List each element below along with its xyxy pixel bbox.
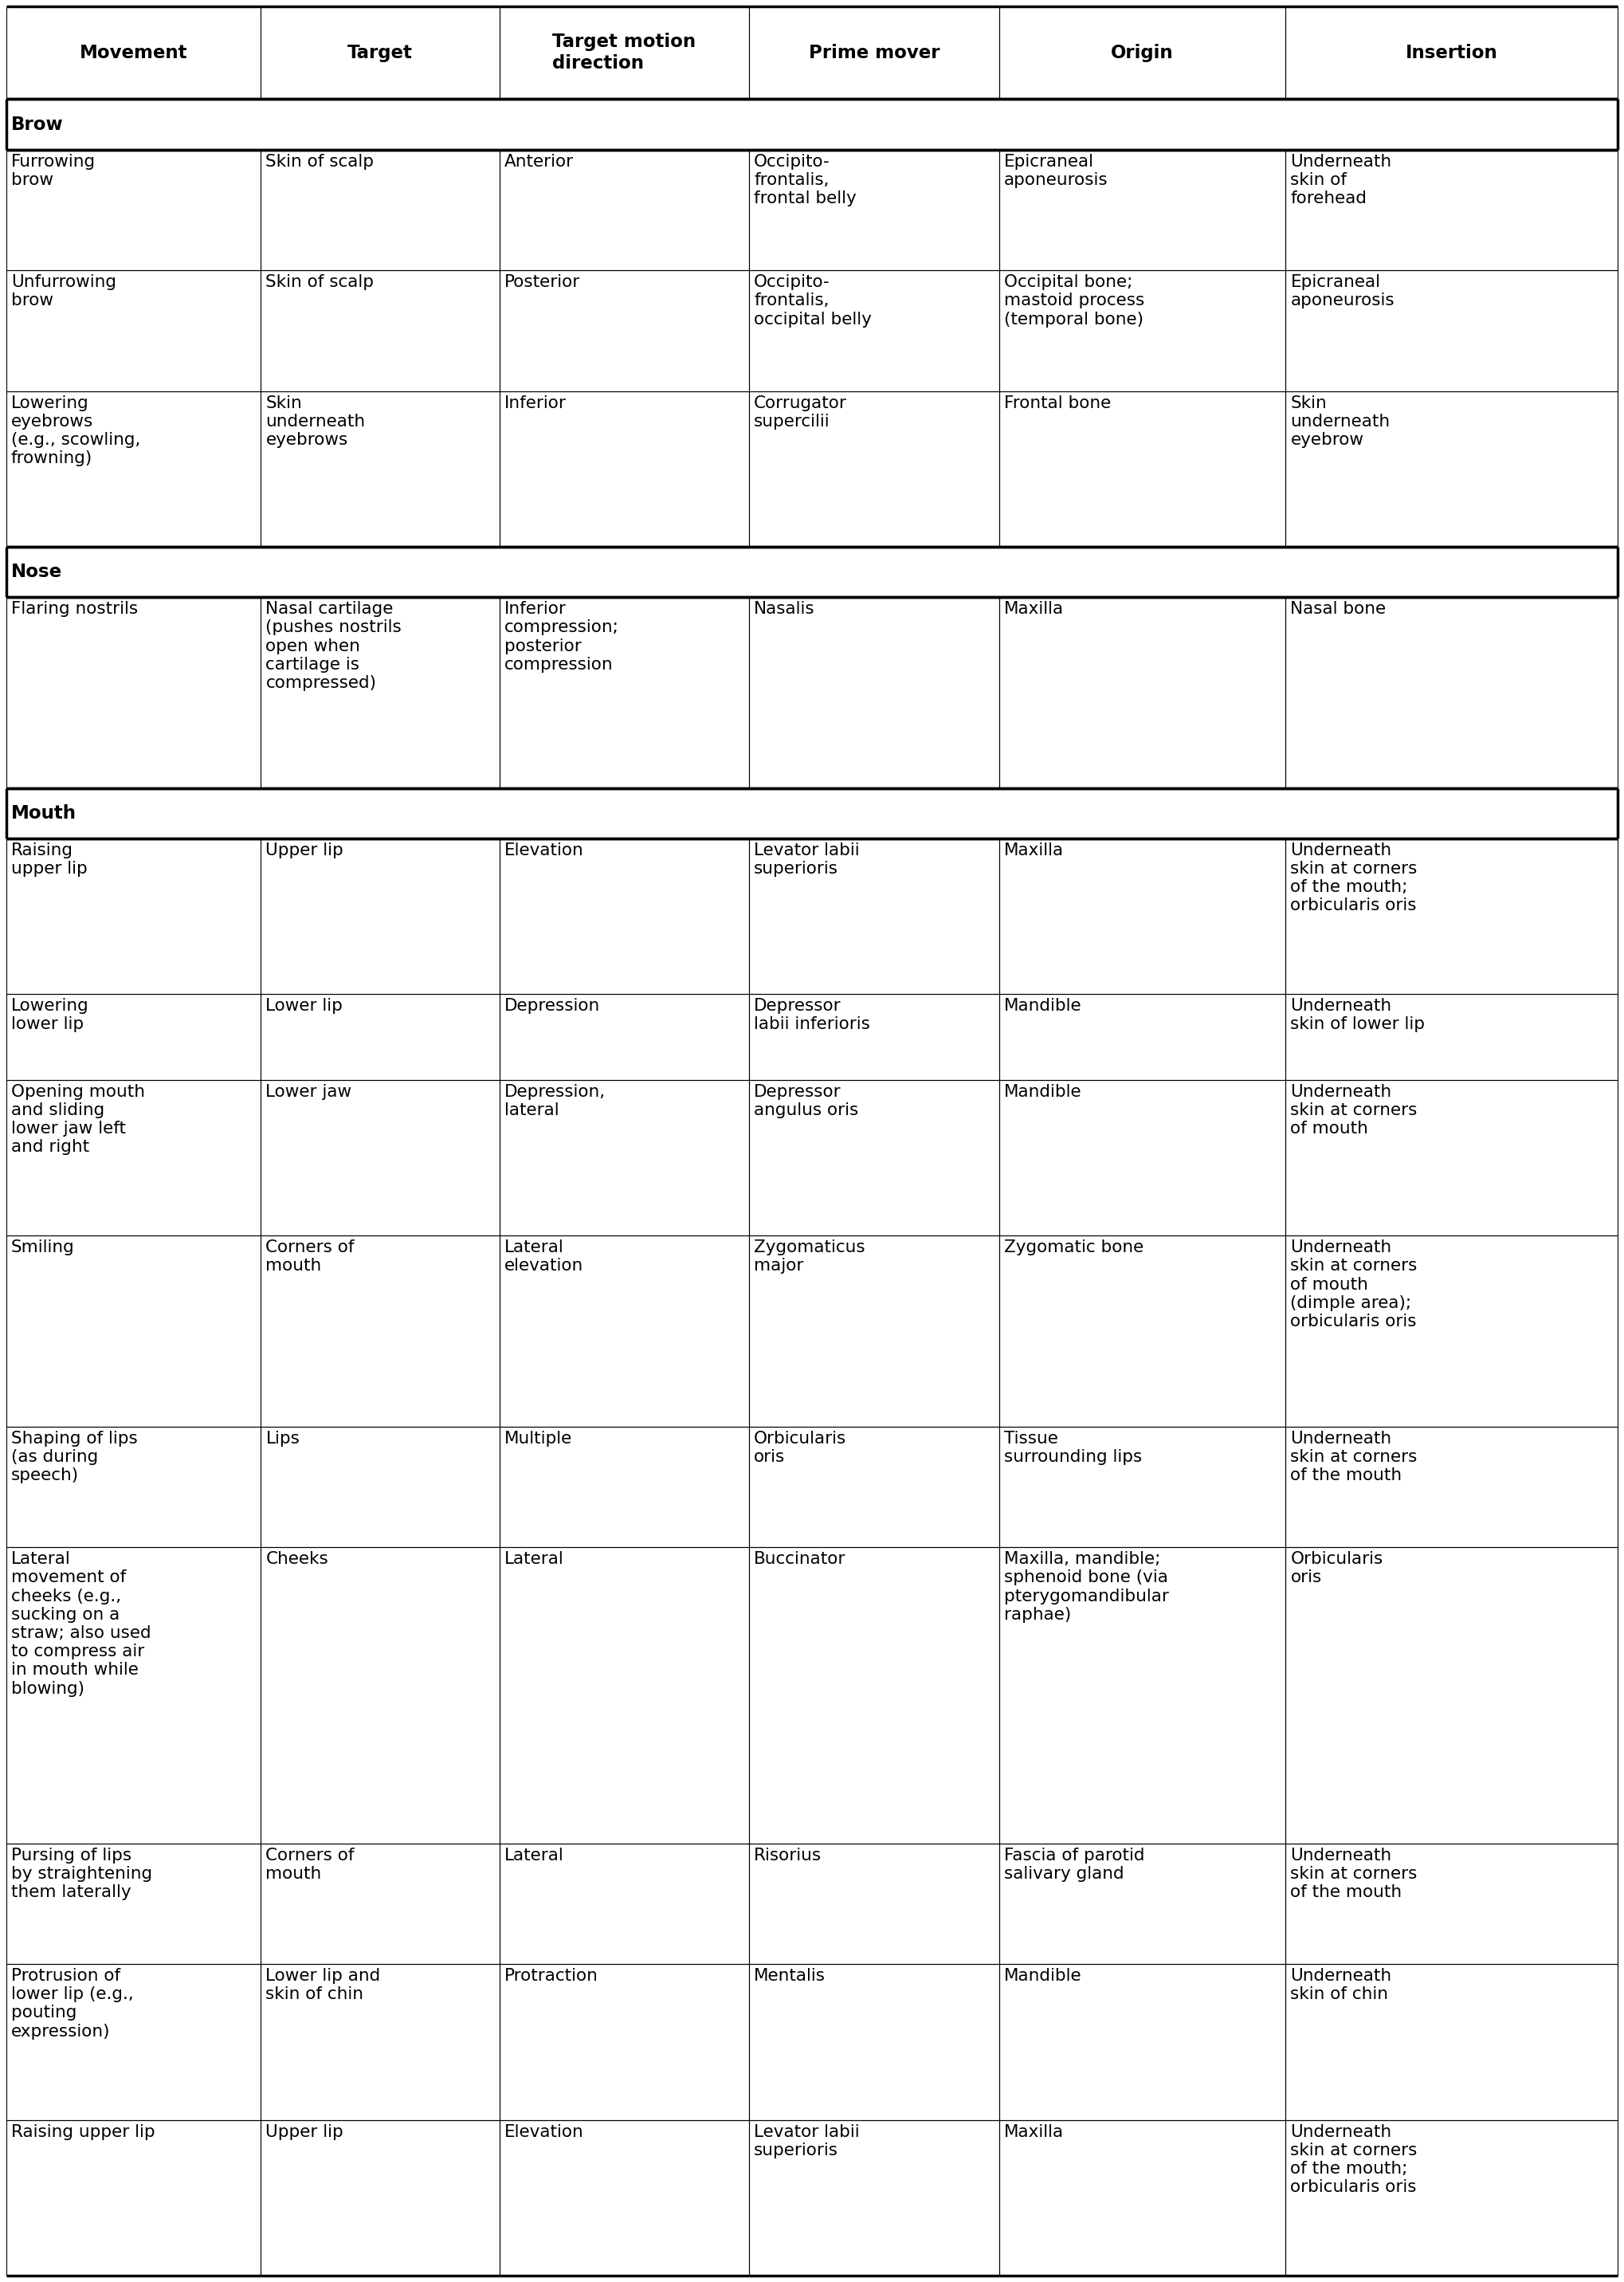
Text: Risorius: Risorius — [754, 1846, 822, 1862]
Text: Brow: Brow — [11, 114, 63, 135]
Text: Lips: Lips — [266, 1431, 300, 1447]
Text: Origin: Origin — [1111, 43, 1174, 62]
Text: Target motion
direction: Target motion direction — [552, 32, 697, 73]
Text: Anterior: Anterior — [503, 153, 573, 169]
Text: Depressor
labii inferioris: Depressor labii inferioris — [754, 997, 870, 1031]
Text: Skin of scalp: Skin of scalp — [266, 153, 374, 169]
Text: Mouth: Mouth — [11, 803, 76, 822]
Text: Target: Target — [348, 43, 412, 62]
Text: Furrowing
brow: Furrowing brow — [11, 153, 96, 187]
Text: Smiling: Smiling — [11, 1239, 75, 1255]
Text: Zygomatic bone: Zygomatic bone — [1004, 1239, 1143, 1255]
Text: Elevation: Elevation — [503, 842, 583, 858]
Text: Frontal bone: Frontal bone — [1004, 395, 1111, 411]
Text: Raising
upper lip: Raising upper lip — [11, 842, 88, 876]
Text: Epicraneal
aponeurosis: Epicraneal aponeurosis — [1291, 274, 1395, 308]
Text: Underneath
skin of
forehead: Underneath skin of forehead — [1291, 153, 1392, 205]
Text: Protraction: Protraction — [503, 1967, 598, 1983]
Text: Raising upper lip: Raising upper lip — [11, 2125, 154, 2141]
Text: Underneath
skin of chin: Underneath skin of chin — [1291, 1967, 1392, 2001]
Text: Levator labii
superioris: Levator labii superioris — [754, 2125, 859, 2159]
Text: Upper lip: Upper lip — [266, 2125, 344, 2141]
Text: Upper lip: Upper lip — [266, 842, 344, 858]
Text: Maxilla: Maxilla — [1004, 600, 1064, 616]
Text: Orbicularis
oris: Orbicularis oris — [754, 1431, 846, 1465]
Text: Unfurrowing
brow: Unfurrowing brow — [11, 274, 117, 308]
Text: Underneath
skin of lower lip: Underneath skin of lower lip — [1291, 997, 1426, 1031]
Text: Tissue
surrounding lips: Tissue surrounding lips — [1004, 1431, 1142, 1465]
Text: Lowering
lower lip: Lowering lower lip — [11, 997, 89, 1031]
Text: Corrugator
supercilii: Corrugator supercilii — [754, 395, 848, 429]
Text: Opening mouth
and sliding
lower jaw left
and right: Opening mouth and sliding lower jaw left… — [11, 1084, 145, 1155]
Text: Skin of scalp: Skin of scalp — [266, 274, 374, 290]
Text: Lateral
movement of
cheeks (e.g.,
sucking on a
straw; also used
to compress air
: Lateral movement of cheeks (e.g., suckin… — [11, 1552, 151, 1696]
Text: Mandible: Mandible — [1004, 1967, 1082, 1983]
Text: Underneath
skin at corners
of mouth
(dimple area);
orbicularis oris: Underneath skin at corners of mouth (dim… — [1291, 1239, 1418, 1330]
Text: Inferior: Inferior — [503, 395, 567, 411]
Text: Inferior
compression;
posterior
compression: Inferior compression; posterior compress… — [503, 600, 619, 673]
Text: Lower jaw: Lower jaw — [266, 1084, 352, 1100]
Text: Underneath
skin at corners
of the mouth: Underneath skin at corners of the mouth — [1291, 1846, 1418, 1901]
Text: Occipital bone;
mastoid process
(temporal bone): Occipital bone; mastoid process (tempora… — [1004, 274, 1145, 326]
Text: Occipito-
frontalis,
frontal belly: Occipito- frontalis, frontal belly — [754, 153, 856, 205]
Text: Nasal bone: Nasal bone — [1291, 600, 1387, 616]
Text: Skin
underneath
eyebrows: Skin underneath eyebrows — [266, 395, 365, 447]
Text: Protrusion of
lower lip (e.g.,
pouting
expression): Protrusion of lower lip (e.g., pouting e… — [11, 1967, 133, 2040]
Text: Underneath
skin at corners
of the mouth;
orbicularis oris: Underneath skin at corners of the mouth;… — [1291, 842, 1418, 913]
Text: Underneath
skin at corners
of the mouth: Underneath skin at corners of the mouth — [1291, 1431, 1418, 1483]
Text: Movement: Movement — [80, 43, 188, 62]
Text: Insertion: Insertion — [1405, 43, 1497, 62]
Text: Prime mover: Prime mover — [809, 43, 940, 62]
Text: Pursing of lips
by straightening
them laterally: Pursing of lips by straightening them la… — [11, 1846, 153, 1901]
Text: Levator labii
superioris: Levator labii superioris — [754, 842, 859, 876]
Text: Underneath
skin at corners
of the mouth;
orbicularis oris: Underneath skin at corners of the mouth;… — [1291, 2125, 1418, 2195]
Text: Mandible: Mandible — [1004, 1084, 1082, 1100]
Text: Zygomaticus
major: Zygomaticus major — [754, 1239, 866, 1273]
Text: Flaring nostrils: Flaring nostrils — [11, 600, 138, 616]
Text: Underneath
skin at corners
of mouth: Underneath skin at corners of mouth — [1291, 1084, 1418, 1136]
Text: Lateral: Lateral — [503, 1552, 564, 1568]
Text: Nasalis: Nasalis — [754, 600, 815, 616]
Text: Epicraneal
aponeurosis: Epicraneal aponeurosis — [1004, 153, 1108, 187]
Text: Lateral
elevation: Lateral elevation — [503, 1239, 583, 1273]
Text: Orbicularis
oris: Orbicularis oris — [1291, 1552, 1384, 1586]
Text: Maxilla: Maxilla — [1004, 842, 1064, 858]
Text: Nasal cartilage
(pushes nostrils
open when
cartilage is
compressed): Nasal cartilage (pushes nostrils open wh… — [266, 600, 401, 691]
Text: Elevation: Elevation — [503, 2125, 583, 2141]
Text: Lower lip: Lower lip — [266, 997, 343, 1013]
Text: Shaping of lips
(as during
speech): Shaping of lips (as during speech) — [11, 1431, 138, 1483]
Text: Mentalis: Mentalis — [754, 1967, 825, 1983]
Text: Depression,
lateral: Depression, lateral — [503, 1084, 606, 1118]
Text: Depression: Depression — [503, 997, 599, 1013]
Text: Skin
underneath
eyebrow: Skin underneath eyebrow — [1291, 395, 1390, 447]
Text: Maxilla: Maxilla — [1004, 2125, 1064, 2141]
Text: Maxilla, mandible;
sphenoid bone (via
pterygomandibular
raphae): Maxilla, mandible; sphenoid bone (via pt… — [1004, 1552, 1169, 1623]
Text: Lower lip and
skin of chin: Lower lip and skin of chin — [266, 1967, 380, 2001]
Text: Cheeks: Cheeks — [266, 1552, 328, 1568]
Text: Fascia of parotid
salivary gland: Fascia of parotid salivary gland — [1004, 1846, 1145, 1883]
Text: Corners of
mouth: Corners of mouth — [266, 1846, 354, 1883]
Text: Nose: Nose — [11, 564, 62, 582]
Text: Depressor
angulus oris: Depressor angulus oris — [754, 1084, 859, 1118]
Text: Lowering
eyebrows
(e.g., scowling,
frowning): Lowering eyebrows (e.g., scowling, frown… — [11, 395, 141, 466]
Text: Multiple: Multiple — [503, 1431, 572, 1447]
Text: Posterior: Posterior — [503, 274, 580, 290]
Text: Lateral: Lateral — [503, 1846, 564, 1862]
Text: Occipito-
frontalis,
occipital belly: Occipito- frontalis, occipital belly — [754, 274, 872, 326]
Text: Mandible: Mandible — [1004, 997, 1082, 1013]
Text: Corners of
mouth: Corners of mouth — [266, 1239, 354, 1273]
Text: Buccinator: Buccinator — [754, 1552, 846, 1568]
